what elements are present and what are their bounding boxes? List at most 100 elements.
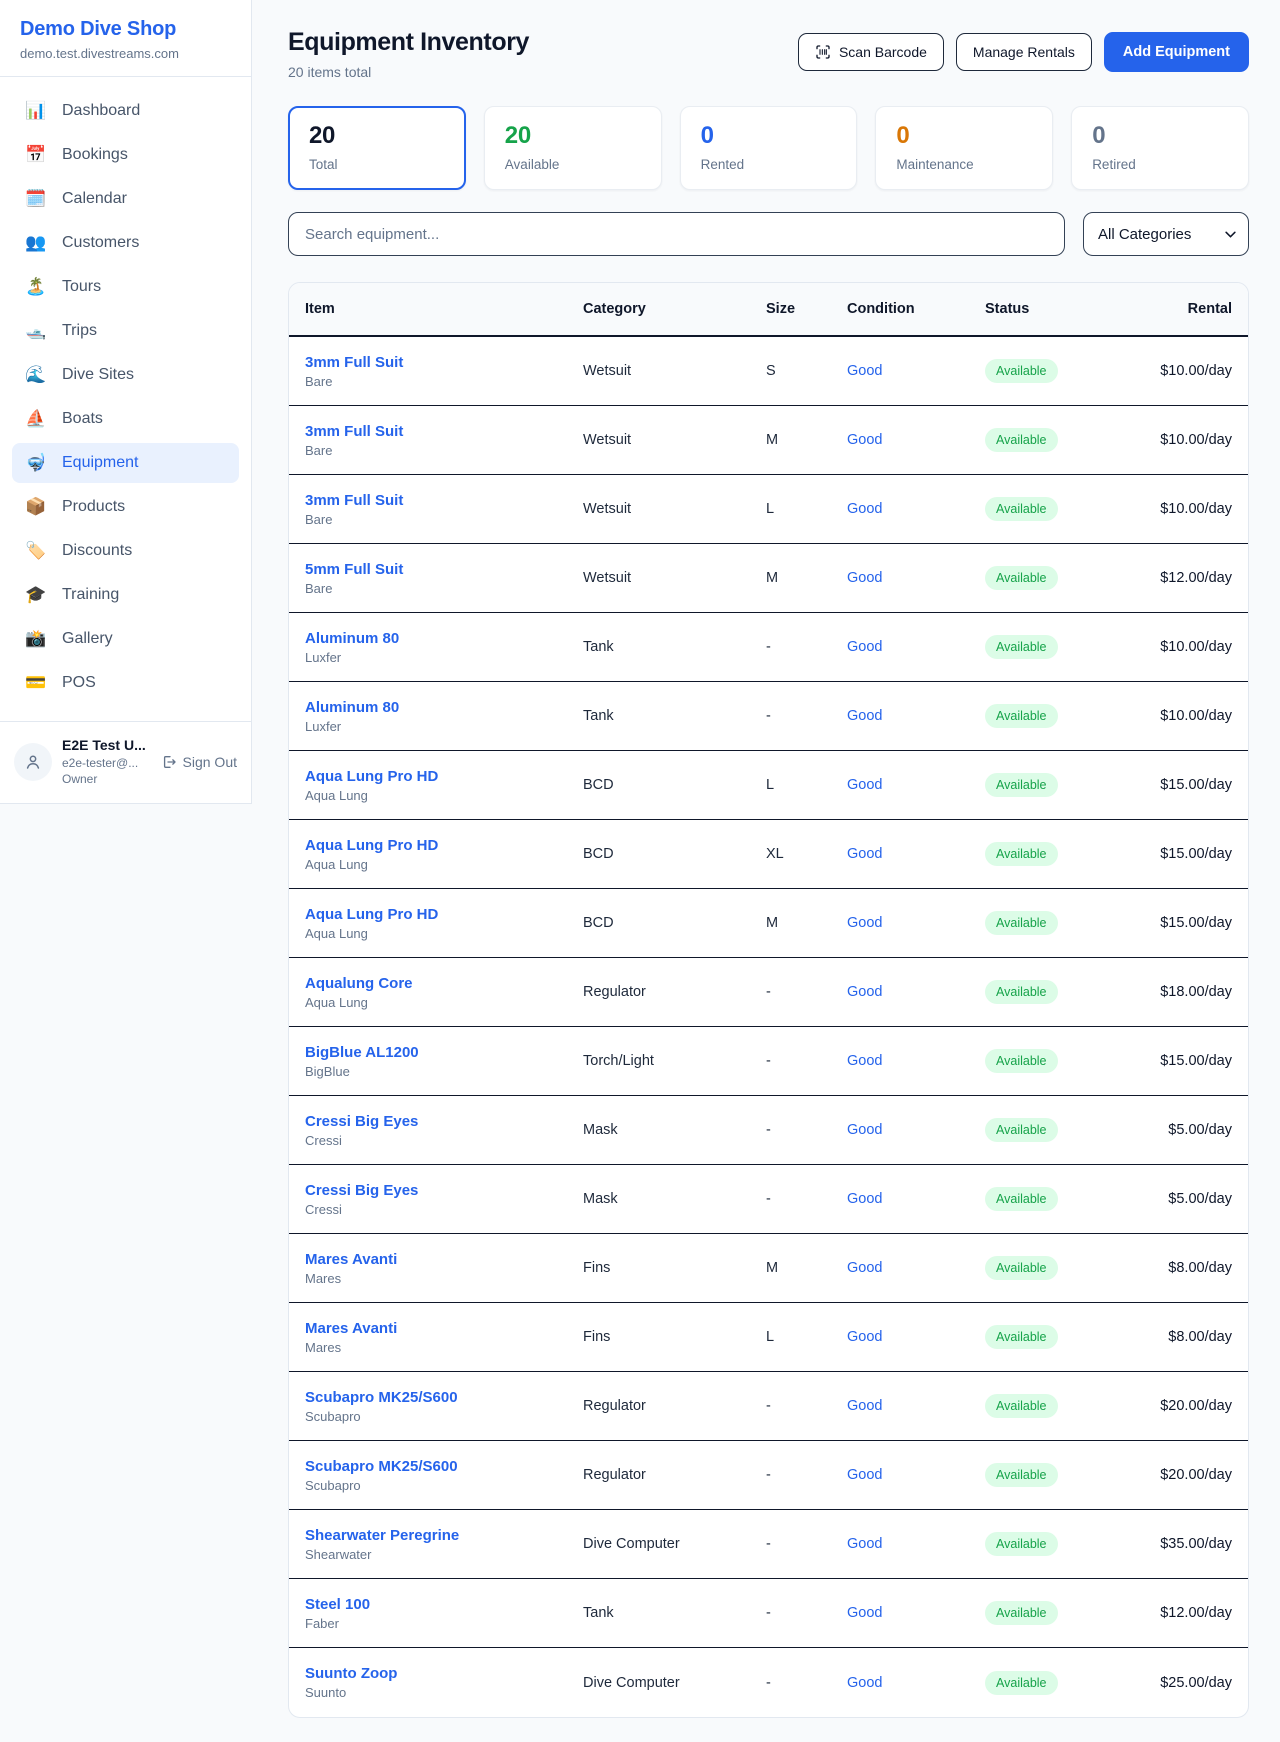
- condition-link[interactable]: Good: [847, 432, 883, 448]
- sign-out-button[interactable]: Sign Out: [161, 754, 237, 770]
- size-cell: -: [766, 1122, 771, 1138]
- rental-price: $20.00/day: [1160, 1398, 1232, 1414]
- condition-link[interactable]: Good: [847, 984, 883, 1000]
- condition-link[interactable]: Good: [847, 570, 883, 586]
- status-badge: Available: [985, 1325, 1058, 1349]
- item-cell: Aluminum 80 Luxfer: [305, 699, 583, 734]
- sidebar-item-training[interactable]: 🎓 Training: [25, 585, 120, 604]
- sidebar-item-pos[interactable]: 💳 POS: [25, 673, 96, 692]
- sidebar-item-tours[interactable]: 🏝️ Tours: [25, 277, 102, 296]
- sidebar-item-bookings[interactable]: 📅 Bookings: [25, 145, 128, 164]
- condition-link[interactable]: Good: [847, 915, 883, 931]
- item-name-link[interactable]: Aqua Lung Pro HD: [305, 767, 439, 785]
- table-row: Aqua Lung Pro HD Aqua Lung BCD M Good Av…: [289, 889, 1248, 958]
- condition-link[interactable]: Good: [847, 1536, 883, 1552]
- item-name-link[interactable]: Suunto Zoop: [305, 1665, 398, 1682]
- condition-link[interactable]: Good: [847, 777, 883, 793]
- table-row: Scubapro MK25/S600 Scubapro Regulator - …: [289, 1441, 1248, 1510]
- condition-link[interactable]: Good: [847, 1329, 883, 1345]
- item-name-link[interactable]: 3mm Full Suit: [305, 353, 404, 371]
- condition-link[interactable]: Good: [847, 846, 883, 862]
- sidebar-nav: 📊 Dashboard 📅 Bookings 🗓️ Calendar 👥 Cus…: [0, 77, 251, 721]
- item-name-link[interactable]: BigBlue AL1200: [305, 1043, 419, 1061]
- item-name-link[interactable]: Cressi Big Eyes: [305, 1181, 419, 1199]
- condition-link[interactable]: Good: [847, 1398, 883, 1414]
- status-cell: Available: [985, 1325, 1137, 1349]
- item-name-link[interactable]: Aqua Lung Pro HD: [305, 905, 439, 923]
- item-name-link[interactable]: 3mm Full Suit: [305, 491, 404, 509]
- status-badge: Available: [985, 704, 1058, 728]
- status-cell: Available: [985, 1601, 1137, 1625]
- sidebar-item-equipment[interactable]: 🤿 Equipment: [12, 443, 239, 483]
- item-cell: 3mm Full Suit Bare: [305, 492, 583, 527]
- item-name-link[interactable]: Mares Avanti: [305, 1319, 398, 1337]
- condition-link[interactable]: Good: [847, 1674, 883, 1691]
- stat-card-rented[interactable]: 0 Rented: [679, 106, 858, 190]
- condition-link[interactable]: Good: [847, 1053, 883, 1069]
- condition-link[interactable]: Good: [847, 1122, 883, 1138]
- item-name-link[interactable]: Cressi Big Eyes: [305, 1112, 419, 1130]
- table-row: Steel 100 Faber Tank - Good Available $1…: [289, 1579, 1248, 1648]
- sidebar-item-calendar[interactable]: 🗓️ Calendar: [25, 189, 127, 208]
- category-cell: Wetsuit: [583, 363, 632, 379]
- add-equipment-button[interactable]: Add Equipment: [1103, 32, 1249, 72]
- sidebar-item-trips[interactable]: 🛥️ Trips: [25, 321, 97, 340]
- sidebar-item-discounts[interactable]: 🏷️ Discounts: [25, 541, 133, 560]
- rental-price: $5.00/day: [1168, 1122, 1232, 1138]
- condition-link[interactable]: Good: [847, 1260, 883, 1276]
- item-brand: Scubapro: [305, 1477, 361, 1493]
- size-cell: -: [766, 1536, 771, 1552]
- size-cell: L: [766, 501, 775, 517]
- size-cell: M: [766, 570, 779, 586]
- category-cell: Fins: [583, 1260, 611, 1276]
- stat-card-retired[interactable]: 0 Retired: [1071, 106, 1249, 190]
- sailboat-icon: ⛵: [25, 409, 47, 428]
- category-cell: Dive Computer: [583, 1536, 680, 1552]
- item-name-link[interactable]: 3mm Full Suit: [305, 422, 404, 440]
- item-brand: Aqua Lung: [305, 856, 368, 872]
- sidebar-item-products[interactable]: 📦 Products: [25, 497, 126, 516]
- item-name-link[interactable]: Shearwater Peregrine: [305, 1526, 460, 1544]
- item-name-link[interactable]: Mares Avanti: [305, 1250, 398, 1268]
- item-name-link[interactable]: 5mm Full Suit: [305, 560, 404, 578]
- condition-link[interactable]: Good: [847, 708, 883, 724]
- sidebar-item-customers[interactable]: 👥 Customers: [25, 233, 140, 252]
- sidebar-item-dive-sites[interactable]: 🌊 Dive Sites: [25, 365, 135, 384]
- item-cell: Aqua Lung Pro HD Aqua Lung: [305, 906, 583, 941]
- table-row: Aluminum 80 Luxfer Tank - Good Available…: [289, 682, 1248, 751]
- condition-link[interactable]: Good: [847, 1467, 883, 1483]
- condition-link[interactable]: Good: [847, 501, 883, 517]
- item-name-link[interactable]: Aqua Lung Pro HD: [305, 836, 439, 854]
- rental-price: $18.00/day: [1160, 984, 1232, 1000]
- sidebar-item-dashboard[interactable]: 📊 Dashboard: [25, 101, 141, 120]
- condition-link[interactable]: Good: [847, 1605, 883, 1621]
- condition-link[interactable]: Good: [847, 639, 883, 655]
- search-input[interactable]: [288, 212, 1065, 256]
- category-select[interactable]: All Categories: [1083, 212, 1249, 256]
- item-name-link[interactable]: Scubapro MK25/S600: [305, 1388, 458, 1406]
- stat-card-available[interactable]: 20 Available: [483, 106, 662, 190]
- status-badge: Available: [985, 566, 1058, 590]
- condition-link[interactable]: Good: [847, 1191, 883, 1207]
- manage-rentals-button[interactable]: Manage Rentals: [955, 33, 1092, 71]
- sidebar-item-boats[interactable]: ⛵ Boats: [25, 409, 103, 428]
- scan-barcode-button[interactable]: Scan Barcode: [797, 33, 944, 71]
- stat-card-total[interactable]: 20 Total: [288, 106, 466, 190]
- item-name-link[interactable]: Aluminum 80: [305, 629, 400, 647]
- chevron-down-icon: [1225, 231, 1236, 238]
- rental-price: $10.00/day: [1160, 501, 1232, 517]
- item-cell: Cressi Big Eyes Cressi: [305, 1182, 583, 1217]
- sidebar-item-gallery[interactable]: 📸 Gallery: [25, 629, 113, 648]
- stat-card-maintenance[interactable]: 0 Maintenance: [875, 106, 1054, 190]
- rental-price: $10.00/day: [1160, 432, 1232, 448]
- user-name: E2E Test U...: [62, 737, 146, 753]
- item-name-link[interactable]: Scubapro MK25/S600: [305, 1457, 458, 1475]
- item-name-link[interactable]: Aqualung Core: [305, 974, 413, 992]
- item-name-link[interactable]: Aluminum 80: [305, 698, 400, 716]
- status-badge: Available: [985, 980, 1058, 1004]
- item-name-link[interactable]: Steel 100: [305, 1595, 371, 1613]
- table-row: 3mm Full Suit Bare Wetsuit S Good Availa…: [289, 337, 1248, 406]
- condition-link[interactable]: Good: [847, 363, 883, 379]
- sidebar: Demo Dive Shop demo.test.divestreams.com…: [0, 0, 252, 805]
- item-cell: Shearwater Peregrine Shearwater: [305, 1527, 583, 1562]
